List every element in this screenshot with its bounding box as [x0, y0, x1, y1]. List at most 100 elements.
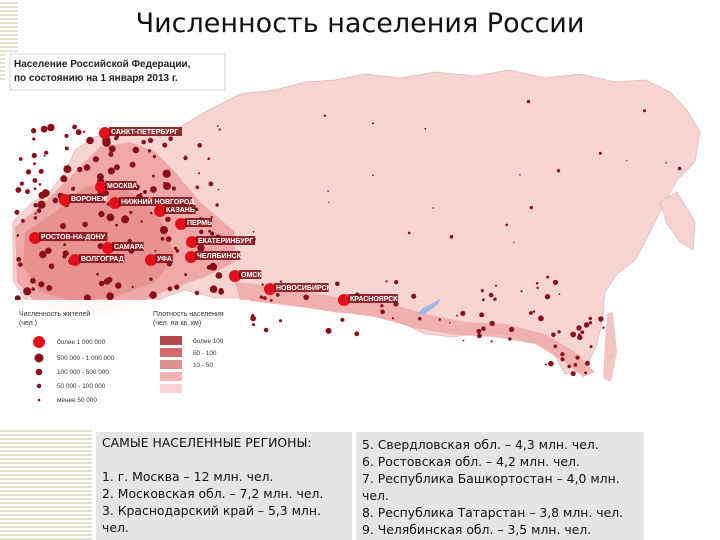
settlement-dot [43, 154, 46, 157]
settlement-dot [175, 249, 180, 253]
settlement-dot [163, 181, 166, 185]
settlement-dot [62, 250, 69, 257]
settlement-dot [602, 326, 605, 329]
city-label-bg [274, 283, 329, 292]
settlement-dot [159, 225, 169, 235]
region-item: 8. Республика Татарстан – 3,8 млн. чел. [362, 505, 624, 520]
city-label: ПЕРМЬ [187, 220, 212, 227]
settlement-dot [598, 316, 604, 322]
settlement-dot [30, 277, 36, 284]
settlement-dot [168, 136, 173, 141]
settlement-dot [162, 142, 168, 148]
settlement-dot [209, 285, 218, 293]
legend-pop-items: более 1 000 000 500 000 - 1 000 000 100 … [33, 336, 115, 404]
region-item: 9. Челябинская обл. – 3,5 млн. чел. [362, 522, 592, 537]
city-marker [264, 283, 276, 295]
settlement-dot [165, 216, 171, 222]
density-swatch-3 [160, 360, 182, 369]
settlement-dot [529, 311, 533, 315]
settlement-dot [149, 277, 153, 281]
settlement-dot [252, 230, 255, 233]
settlement-dot [147, 137, 154, 143]
settlement-dot [31, 152, 37, 159]
settlement-dot [98, 280, 105, 287]
settlement-dot [217, 188, 220, 191]
settlement-dot [269, 299, 273, 302]
settlement-dot [98, 210, 105, 218]
settlement-dot [570, 371, 576, 377]
settlement-dot [488, 292, 494, 298]
settlement-dot [567, 364, 571, 369]
settlement-dot [424, 127, 427, 130]
settlement-dot [526, 99, 531, 104]
settlement-dot [25, 169, 32, 175]
settlement-dot [263, 327, 269, 333]
legend-marker-5 [37, 398, 41, 402]
settlement-dot [173, 246, 177, 250]
settlement-dot [570, 331, 577, 338]
settlement-dot [626, 160, 628, 162]
top-regions-panel-right: 5. Свердловская обл. – 4,3 млн. чел. 6. … [356, 432, 644, 540]
city-label: НИЖНИЙ НОВГОРОД [121, 197, 194, 206]
settlement-dot [583, 322, 590, 328]
settlement-dot [489, 320, 495, 327]
settlement-dot [115, 282, 122, 289]
city-label-bg [196, 236, 256, 245]
city-marker [29, 232, 41, 244]
city-label-bg [105, 181, 137, 190]
settlement-dot [82, 130, 86, 133]
settlement-dot [508, 337, 512, 341]
settlement-dot [209, 262, 218, 271]
city-label: ЧЕЛЯБИНСК [197, 253, 242, 260]
legend-density-title1: Плотность населения [153, 311, 224, 318]
legend-pop-item-2: 500 000 - 1 000 000 [57, 355, 115, 362]
settlement-dot [39, 250, 47, 259]
settlement-dot [64, 146, 69, 151]
city-marker [102, 242, 114, 254]
settlement-dot [83, 164, 91, 171]
settlement-dot [208, 181, 214, 187]
settlement-dot [83, 294, 91, 302]
russia-territory [12, 69, 701, 375]
settlement-dot [60, 223, 66, 229]
settlement-dot [52, 197, 59, 204]
settlement-dot [275, 293, 280, 297]
settlement-dot [96, 272, 99, 276]
settlement-dot [536, 286, 539, 290]
city-label-bg [185, 218, 212, 227]
top-regions-panel-left: САМЫЕ НАСЕЛЕННЫЕ РЕГИОНЫ: 1. г. Москва –… [96, 432, 352, 540]
settlement-dot [154, 249, 157, 252]
city-label: МОСКВА [107, 183, 137, 190]
city-label-bg [109, 127, 182, 136]
settlement-dot [194, 290, 200, 296]
settlement-dot [385, 280, 388, 283]
city-marker [109, 197, 121, 209]
settlement-dot [532, 310, 536, 313]
settlement-dot [131, 285, 134, 288]
settlement-dot [162, 169, 171, 178]
settlement-dot [577, 333, 581, 336]
settlement-dot [45, 247, 52, 254]
settlement-dot [115, 223, 118, 227]
settlement-dot [149, 291, 157, 299]
region-item: 1. г. Москва – 12 млн. чел. [102, 469, 274, 484]
settlement-dot [132, 146, 140, 154]
settlement-dot [210, 215, 213, 219]
legend-marker-2 [34, 353, 44, 363]
legend-pop-item-1: более 1 000 000 [57, 338, 106, 346]
settlement-dot [215, 203, 219, 207]
settlement-dot [141, 139, 146, 145]
settlement-dot [560, 357, 565, 362]
settlement-dot [184, 273, 188, 277]
settlement-dot [63, 243, 67, 247]
settlement-dot [520, 290, 523, 293]
settlement-dot [197, 244, 205, 252]
settlement-dot [16, 234, 20, 237]
city-label: САНКТ-ПЕТЕРБУРГ [111, 129, 178, 136]
settlement-dot [129, 161, 136, 168]
settlement-dot [107, 167, 115, 175]
settlement-dot [477, 333, 482, 339]
settlement-dot [328, 201, 330, 204]
settlement-dot [113, 164, 120, 171]
dense-region-south [235, 282, 595, 377]
